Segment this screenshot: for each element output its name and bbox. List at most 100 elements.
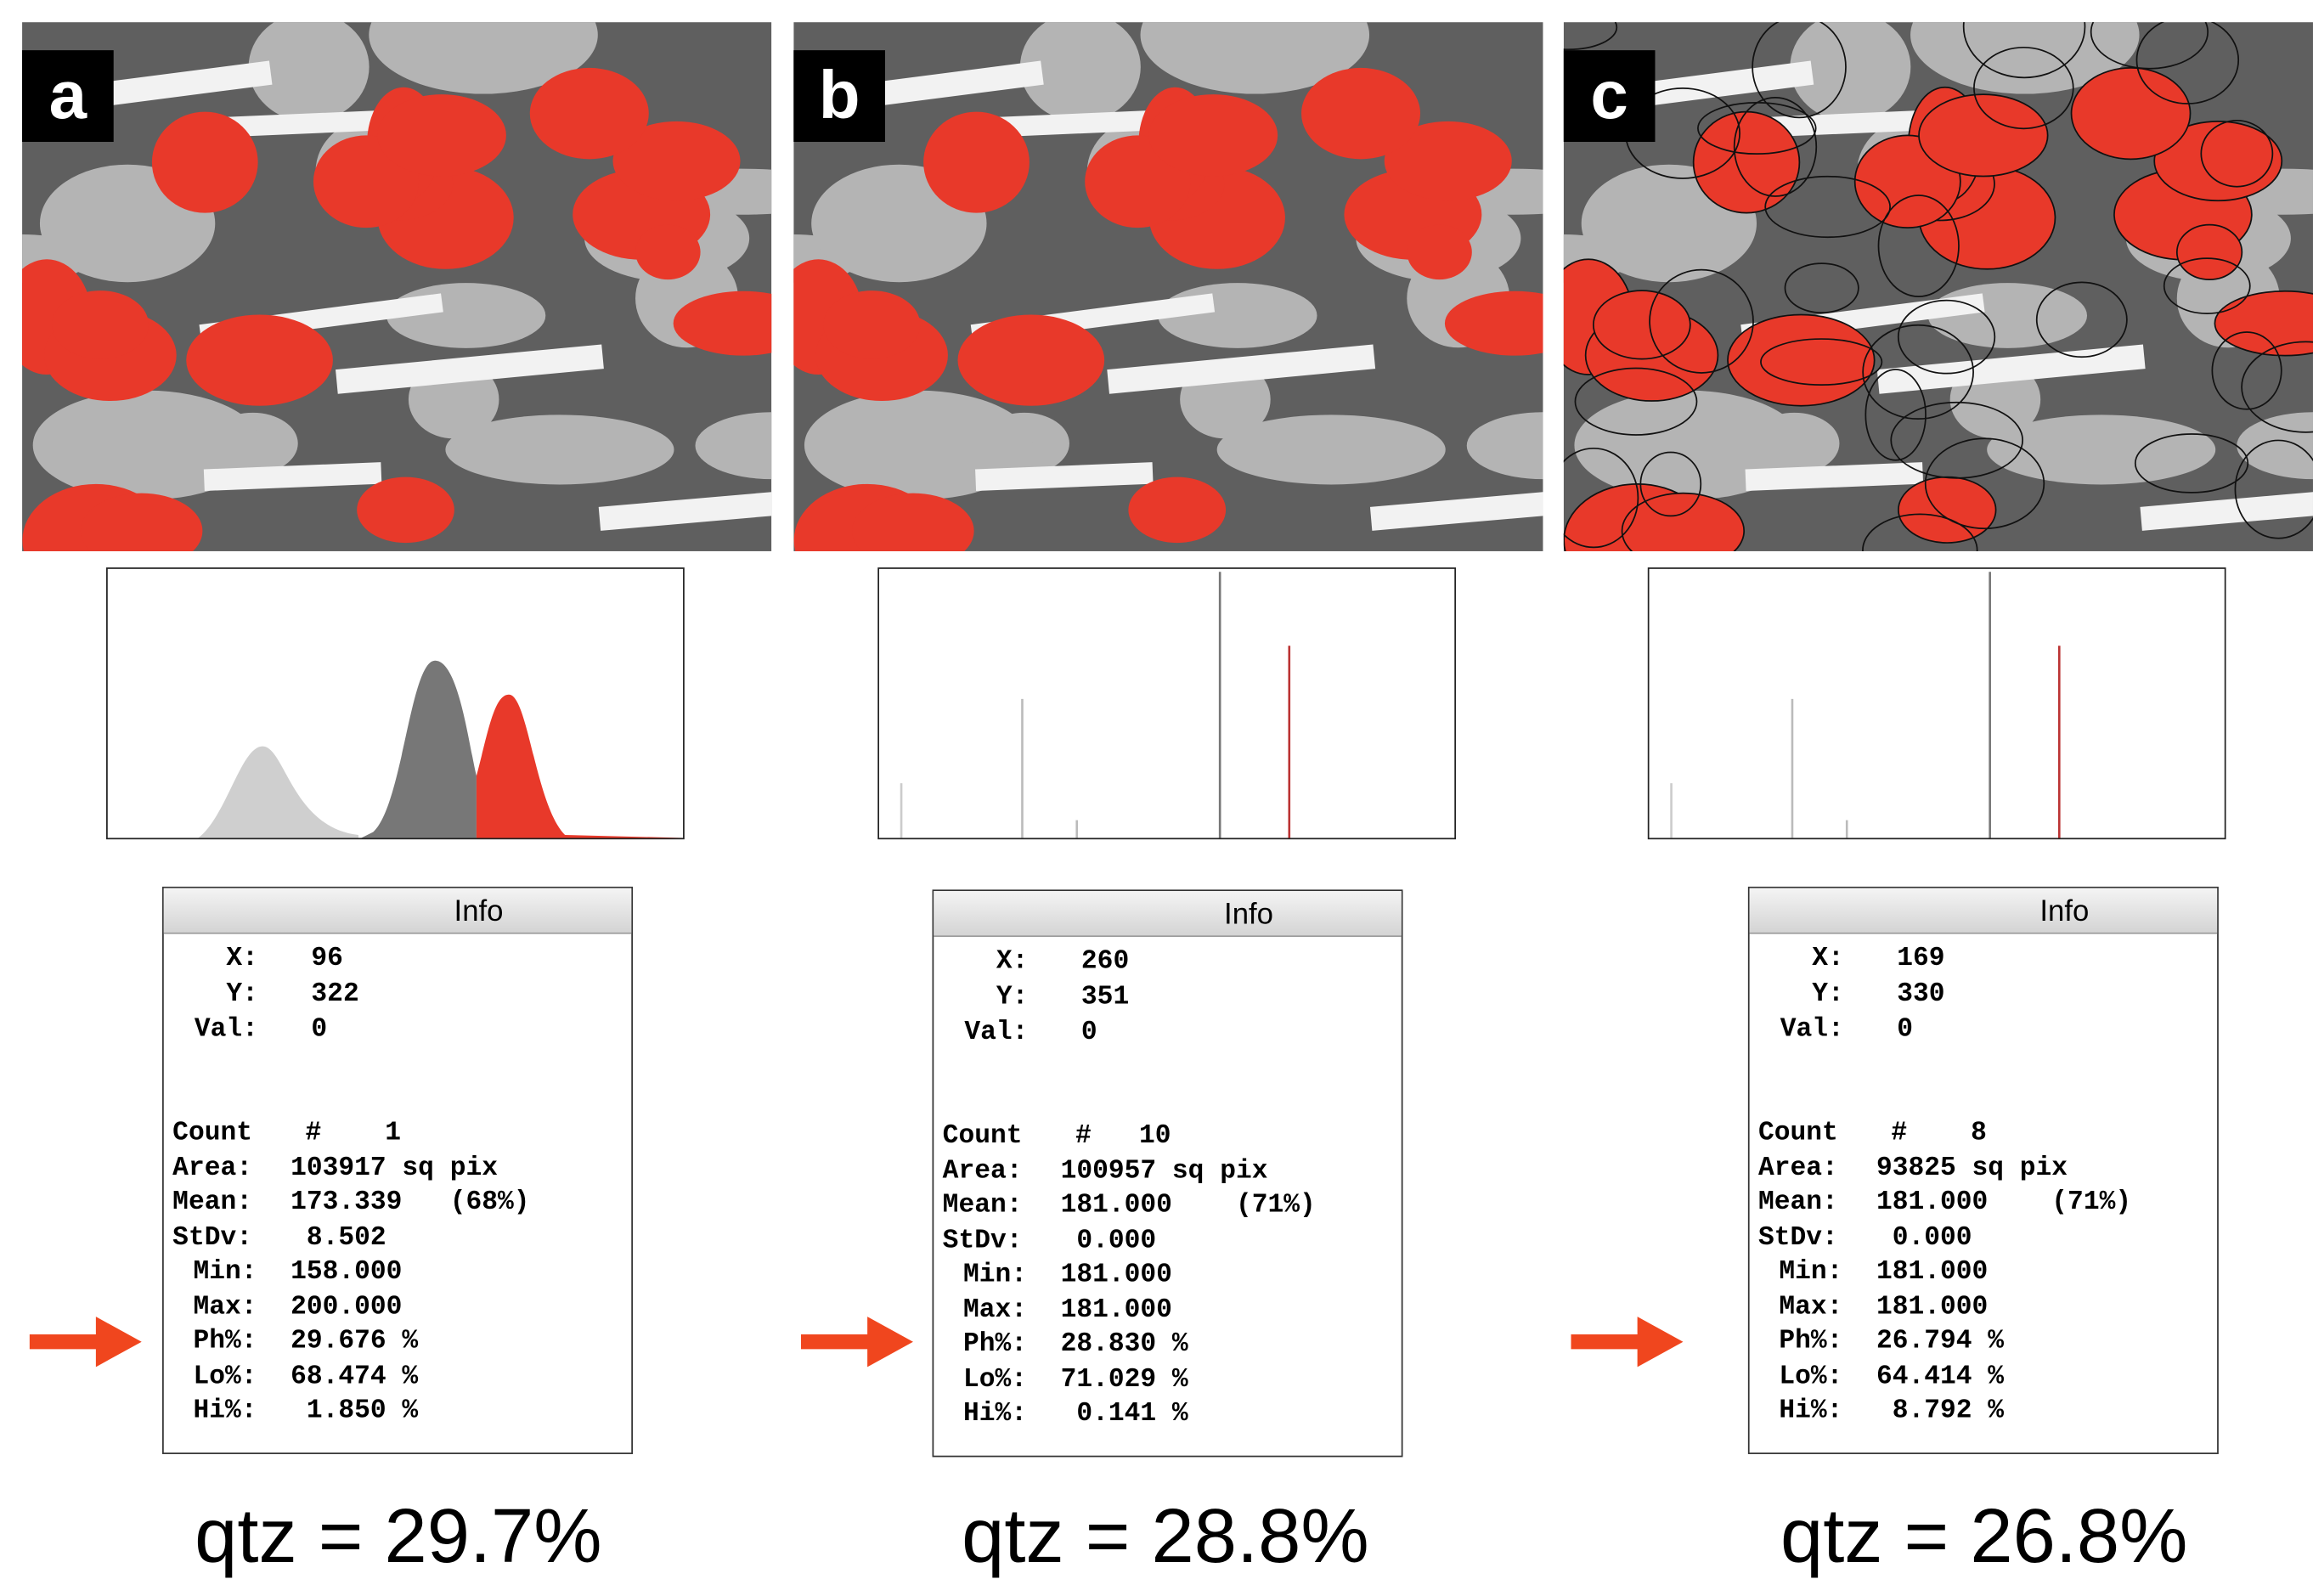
field-value: 93825 sq pix — [1876, 1152, 2068, 1184]
title-bar: Info — [1750, 888, 2218, 934]
field-value: 0 — [1897, 1014, 1913, 1046]
arrow-shape — [30, 1317, 142, 1367]
field-value: 181.000 — [1061, 1294, 1172, 1326]
title-bar: Info — [934, 891, 1402, 937]
grain-red — [2072, 68, 2191, 159]
grain-red — [1128, 477, 1226, 543]
grain-red — [1919, 94, 2048, 176]
field-label: StDv: — [172, 1221, 252, 1254]
field-label: Ph%: — [193, 1326, 257, 1358]
field-label: Max: — [1779, 1291, 1842, 1323]
micrograph — [793, 22, 1543, 551]
field-value: 68.474 % — [291, 1360, 418, 1392]
field-label: Ph%: — [1779, 1326, 1842, 1358]
grain-red — [1149, 94, 1278, 176]
field-label: Mean: — [1758, 1187, 1838, 1219]
micrograph — [1564, 22, 2313, 551]
arrow-shape — [1571, 1317, 1683, 1367]
grain-red — [1594, 290, 1690, 358]
caption: qtz = 26.8% — [1689, 1492, 2279, 1581]
field-value: 29.676 % — [291, 1326, 418, 1358]
grain-red — [377, 94, 506, 176]
grain-red — [1407, 225, 1471, 279]
grain-red — [1301, 68, 1420, 159]
field-label: Hi%: — [963, 1398, 1027, 1430]
field-value: 200.000 — [291, 1291, 402, 1323]
window-title: Info — [1877, 895, 2089, 928]
histogram — [877, 567, 1456, 839]
grain-red — [152, 112, 258, 213]
field-value: 181.000 — [1876, 1291, 1988, 1323]
field-label: StDv: — [943, 1224, 1023, 1256]
field-value: 71.029 % — [1061, 1363, 1188, 1396]
field-label: X: — [170, 943, 258, 975]
field-label: Min: — [193, 1256, 257, 1289]
arrow-shape — [801, 1317, 913, 1367]
field-label: Val: — [170, 1014, 258, 1046]
field-value: 181.000 — [1876, 1256, 1988, 1289]
arrow — [1571, 1312, 1689, 1372]
histogram — [106, 567, 685, 839]
field-label: Y: — [1756, 978, 1844, 1011]
field-value: 28.830 % — [1061, 1328, 1188, 1361]
micrograph — [22, 22, 771, 551]
field-value: 0.000 — [1061, 1224, 1157, 1256]
hist-peak-light — [196, 747, 358, 840]
field-value: 0.141 % — [1061, 1398, 1188, 1430]
field-label: Area: — [172, 1152, 252, 1184]
hist-peak-dark — [358, 661, 477, 840]
window-title: Info — [1062, 899, 1273, 931]
grain-red — [957, 314, 1104, 405]
grain-red — [530, 68, 649, 159]
field-label: Mean: — [172, 1187, 252, 1219]
field-value: 169 — [1897, 943, 1944, 975]
grain-red — [923, 112, 1030, 213]
field-label: Count — [943, 1120, 1023, 1153]
field-label: Max: — [193, 1291, 257, 1323]
field-label: X: — [939, 945, 1028, 978]
page: a Info X: 96 Y: 322 Val: 0 Count # 1 Area: 103917 s… — [0, 0, 2313, 1596]
grain-red — [186, 314, 333, 405]
field-label: Area: — [1758, 1152, 1838, 1184]
field-label: Count — [1758, 1117, 1838, 1149]
panel-label: a — [22, 50, 114, 142]
grain-red — [1898, 477, 1996, 543]
field-value: 351 — [1081, 981, 1129, 1013]
field-value: # 1 — [305, 1117, 401, 1149]
histogram — [1648, 567, 2226, 839]
field-value: 181.000 (71%) — [1876, 1187, 2131, 1219]
panel-label: b — [793, 50, 885, 142]
grain-red — [1694, 112, 1800, 213]
field-value: 330 — [1897, 978, 1944, 1011]
field-label: Area: — [943, 1155, 1023, 1187]
caption: qtz = 29.7% — [104, 1492, 694, 1581]
field-label: Ph%: — [963, 1328, 1027, 1361]
grain-red — [823, 290, 920, 358]
field-value: 96 — [311, 943, 343, 975]
field-label: Y: — [939, 981, 1028, 1013]
field-label: Min: — [963, 1259, 1027, 1291]
field-value: # 8 — [1891, 1117, 1987, 1149]
field-value: 103917 sq pix — [291, 1152, 498, 1184]
field-value: 181.000 (71%) — [1061, 1190, 1316, 1222]
field-label: Count — [172, 1117, 252, 1149]
field-label: Hi%: — [193, 1395, 257, 1427]
field-value: 158.000 — [291, 1256, 402, 1289]
field-value: 0.000 — [1876, 1221, 1972, 1254]
field-label: Y: — [170, 978, 258, 1011]
field-value: 322 — [311, 978, 358, 1011]
field-label: Hi%: — [1779, 1395, 1842, 1427]
field-value: 1.850 % — [291, 1395, 418, 1427]
field-label: Val: — [1756, 1014, 1844, 1046]
field-label: Lo%: — [1779, 1360, 1842, 1392]
grain-light — [1217, 415, 1446, 484]
field-label: Max: — [963, 1294, 1027, 1326]
info-window: InfoX:260Y:351Val:0Count# 10Area:100957 … — [933, 889, 1403, 1457]
caption: qtz = 28.8% — [871, 1492, 1461, 1581]
field-value: 260 — [1081, 945, 1129, 978]
figure: a Info X: 96 Y: 322 Val: 0 Count # 1 Area: 103917 s… — [0, 0, 2313, 1596]
field-value: 0 — [1081, 1017, 1097, 1049]
grain-red — [635, 225, 700, 279]
